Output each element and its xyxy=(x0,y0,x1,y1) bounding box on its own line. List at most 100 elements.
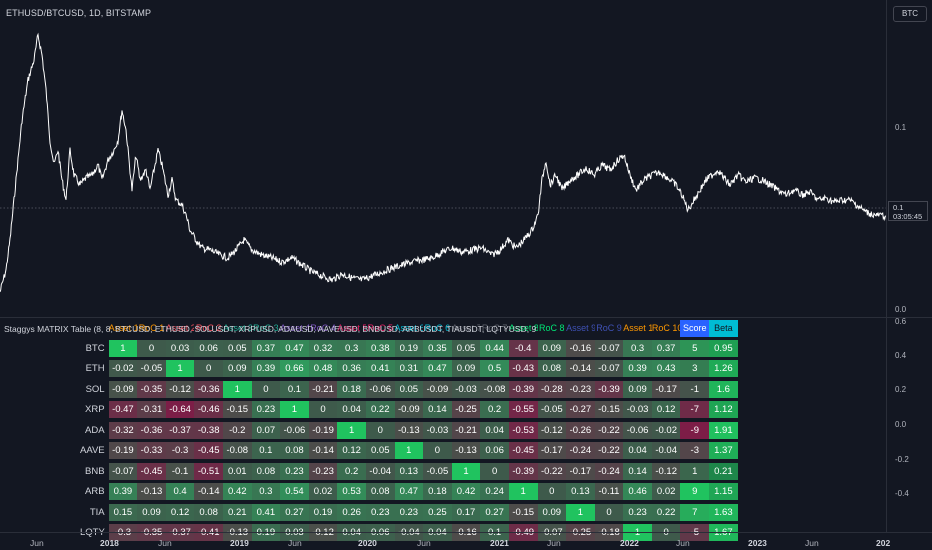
matrix-column-header: RoC 1 xyxy=(138,323,165,333)
matrix-column-header: Beta xyxy=(709,320,738,337)
matrix-cell: 0.27 xyxy=(480,503,509,521)
matrix-cell: 0.3 xyxy=(623,339,652,357)
price-scale[interactable]: BTC 0.1 0.0 0.1 03:05:45 0.6 0.4 0.2 0.0… xyxy=(886,0,932,532)
matrix-column-header: RoC 8 xyxy=(539,323,565,333)
matrix-cell: 0.32 xyxy=(308,339,338,357)
matrix-cell: 0.09 xyxy=(537,503,567,521)
matrix-cell: -7 xyxy=(680,401,710,418)
matrix-cell: 0 xyxy=(137,339,166,357)
matrix-cell: 0.36 xyxy=(337,360,366,377)
matrix-cell: 0.08 xyxy=(280,442,309,459)
matrix-cell: 0.47 xyxy=(280,339,309,357)
matrix-cell: 0.1 xyxy=(280,380,309,398)
matrix-row-label: BNB xyxy=(85,465,105,477)
matrix-cell: 0.14 xyxy=(623,462,652,480)
matrix-column-header: Asset 2 xyxy=(165,323,195,333)
matrix-cell: -0.12 xyxy=(537,421,567,439)
matrix-cell: -0.06 xyxy=(365,380,395,398)
matrix-cell: 0.37 xyxy=(651,339,681,357)
matrix-cell: 0.23 xyxy=(394,503,424,521)
matrix-cell: 1 xyxy=(165,360,195,377)
matrix-cell: 0.05 xyxy=(394,380,424,398)
matrix-cell: -0.24 xyxy=(594,462,624,480)
matrix-column-header: RoC 6 xyxy=(424,323,451,333)
time-axis-label: Jun xyxy=(547,538,561,548)
matrix-cell: 0.23 xyxy=(280,462,309,480)
matrix-cell: 0.23 xyxy=(623,503,652,521)
matrix-cell: -0.09 xyxy=(423,380,452,398)
matrix-cell: 0.46 xyxy=(623,483,652,500)
matrix-cell: 0.39 xyxy=(623,360,652,377)
matrix-cell: -0.02 xyxy=(651,421,681,439)
matrix-cell: 0.37 xyxy=(251,339,281,357)
price-chart[interactable]: ETHUSD/BTCUSD, 1D, BITSTAMP xyxy=(0,0,886,316)
matrix-cell: 0.12 xyxy=(651,401,681,418)
matrix-cell: -0.21 xyxy=(451,421,481,439)
matrix-column-header: RoC 2 xyxy=(195,323,222,333)
matrix-cell: 0.04 xyxy=(480,421,509,439)
matrix-row: BTC 1 0 0.03 0.06 0.05 0.37 0.47 0.32 0.3 0.38 0.19… xyxy=(80,339,738,357)
pane-divider[interactable] xyxy=(0,317,932,318)
matrix-cell: -3 xyxy=(680,442,710,459)
matrix-cell: -0.09 xyxy=(394,401,424,418)
matrix-cell: -0.3 xyxy=(165,442,195,459)
matrix-cell: 1.12 xyxy=(709,401,738,418)
time-axis-label: Jun xyxy=(417,538,431,548)
indicator-scale-label: 0.0 xyxy=(895,420,907,429)
matrix-cell: 0.3 xyxy=(337,339,366,357)
matrix-cell: -0.43 xyxy=(508,360,538,377)
matrix-cell: -0.08 xyxy=(480,380,509,398)
matrix-cell: -0.08 xyxy=(222,442,252,459)
matrix-cell: -0.13 xyxy=(451,442,481,459)
matrix-cell: 0.47 xyxy=(394,483,424,500)
matrix-cell: 5 xyxy=(680,339,710,357)
matrix-cell: 1 xyxy=(394,442,424,459)
matrix-cell: 1.63 xyxy=(709,503,738,521)
matrix-column-header: RoC 7 xyxy=(481,323,508,333)
time-axis-label: Jun xyxy=(676,538,690,548)
last-price-tag: 0.1 03:05:45 xyxy=(888,201,928,221)
matrix-cell: 7 xyxy=(680,503,710,521)
matrix-cell: -0.23 xyxy=(566,380,595,398)
matrix-cell: 0 xyxy=(194,360,223,377)
matrix-cell: -0.04 xyxy=(651,442,681,459)
matrix-cell: 0.2 xyxy=(337,462,366,480)
bar-countdown: 03:05:45 xyxy=(893,212,923,221)
indicator-label[interactable]: Staggys MATRIX Table (8, 8, BTCUSD, ETHU… xyxy=(4,324,536,334)
matrix-cell: -0.14 xyxy=(566,360,595,377)
matrix-cell: 0.5 xyxy=(480,360,509,377)
matrix-cell: 0.06 xyxy=(194,339,223,357)
currency-button[interactable]: BTC xyxy=(893,6,927,22)
matrix-cell: -0.23 xyxy=(308,462,338,480)
matrix-cell: 0.22 xyxy=(365,401,395,418)
matrix-cell: -0.25 xyxy=(451,401,481,418)
matrix-cell: 0.1 xyxy=(251,442,281,459)
matrix-cell: 0.26 xyxy=(337,503,366,521)
indicator-scale-label: 0.4 xyxy=(895,351,907,360)
matrix-cell: 3 xyxy=(680,360,710,377)
matrix-cell: -0.02 xyxy=(108,360,138,377)
matrix-cell: 0.07 xyxy=(251,421,281,439)
matrix-cell: -0.28 xyxy=(537,380,567,398)
matrix-cell: -0.16 xyxy=(566,339,595,357)
matrix-column-header: RoC 10 xyxy=(651,323,681,333)
matrix-cell: -0.05 xyxy=(137,360,166,377)
matrix-cell: 0.09 xyxy=(537,339,567,357)
matrix-cell: -0.05 xyxy=(423,462,452,480)
matrix-cell: -0.36 xyxy=(194,380,223,398)
matrix-cell: -0.1 xyxy=(165,462,195,480)
matrix-cell: 0.05 xyxy=(222,339,252,357)
matrix-cell: 0.54 xyxy=(280,483,309,500)
time-axis-label: Jun xyxy=(30,538,44,548)
matrix-cell: -0.14 xyxy=(194,483,223,500)
matrix-cell: 0.18 xyxy=(423,483,452,500)
matrix-cell: 0.38 xyxy=(365,339,395,357)
matrix-cell: 0.19 xyxy=(394,339,424,357)
matrix-cell: -0.51 xyxy=(194,462,223,480)
matrix-cell: 0.04 xyxy=(337,401,366,418)
price-chart-canvas[interactable] xyxy=(0,0,886,316)
symbol-title[interactable]: ETHUSD/BTCUSD, 1D, BITSTAMP xyxy=(6,8,152,18)
matrix-cell: 0.44 xyxy=(480,339,509,357)
time-axis[interactable]: Jun 2018 Jun 2019 Jun 2020 Jun 2021 Jun 2022 Jun 20… xyxy=(0,532,932,550)
matrix-cell: -0.17 xyxy=(537,442,567,459)
